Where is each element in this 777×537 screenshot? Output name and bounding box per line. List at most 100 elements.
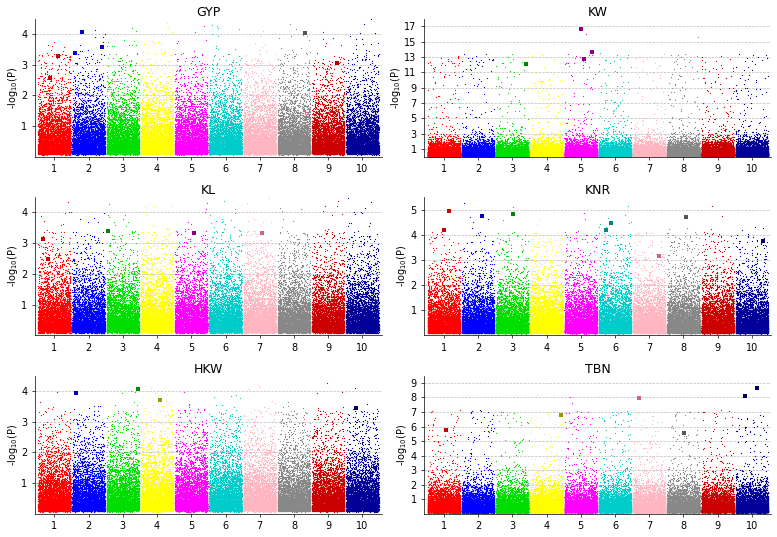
Point [483,505,496,514]
Point [170,306,183,315]
Point [490,506,502,515]
Point [40,148,52,156]
Point [565,499,577,508]
Point [191,506,204,514]
Point [311,321,323,330]
Point [216,124,228,133]
Point [317,496,329,505]
Point [568,323,580,332]
Point [146,105,159,114]
Point [469,318,481,326]
Point [642,498,654,506]
Point [89,318,101,326]
Point [223,327,235,336]
Point [481,143,493,152]
Point [263,119,275,127]
Point [109,500,121,509]
Point [140,503,152,511]
Point [433,145,445,154]
Point [181,492,193,500]
Point [322,146,335,154]
Point [751,320,763,328]
Point [526,501,538,510]
Point [724,149,737,158]
Point [498,147,510,156]
Point [510,317,523,326]
Point [335,480,347,489]
Point [657,148,670,157]
Point [368,323,380,332]
Point [61,467,74,476]
Point [521,507,534,516]
Point [274,146,286,155]
Point [477,151,490,160]
Point [282,137,294,146]
Point [220,119,232,128]
Point [555,328,567,337]
Point [349,479,361,488]
Point [556,507,569,516]
Point [43,476,55,484]
Point [173,485,186,494]
Point [171,325,183,334]
Point [95,283,107,292]
Point [470,506,483,515]
Point [292,122,305,130]
Point [545,500,558,509]
Point [279,490,291,499]
Point [468,489,480,497]
Point [613,506,625,515]
Point [711,311,723,320]
Point [249,291,262,300]
Point [184,143,197,151]
Point [500,148,512,157]
Point [549,498,562,507]
Point [291,148,304,156]
Point [670,310,682,318]
Point [360,149,372,157]
Point [519,480,531,488]
Point [278,489,291,497]
Point [49,137,61,146]
Point [147,320,159,329]
Point [278,146,291,154]
Point [493,507,506,516]
Point [301,301,313,309]
Point [250,328,263,336]
Point [257,489,270,498]
Point [695,305,708,314]
Point [549,490,562,499]
Point [204,134,217,142]
Point [657,326,669,335]
Point [62,128,75,137]
Point [159,317,172,325]
Point [734,305,747,314]
Point [42,494,54,502]
Point [330,484,343,493]
Point [494,322,507,330]
Point [340,141,353,149]
Point [714,507,726,516]
Point [155,132,167,141]
Point [268,130,280,139]
Point [120,285,133,294]
Point [308,233,321,241]
Point [668,500,681,509]
Point [221,494,234,502]
Point [57,328,70,336]
Point [533,318,545,327]
Point [709,128,722,137]
Point [278,326,291,335]
Point [430,501,443,510]
Point [681,323,693,332]
Point [334,325,347,334]
Point [67,67,79,75]
Point [476,302,489,310]
Point [96,467,108,475]
Point [336,503,349,511]
Point [123,144,135,153]
Point [257,315,270,324]
Point [679,305,692,314]
Point [267,117,279,126]
Point [164,304,176,313]
